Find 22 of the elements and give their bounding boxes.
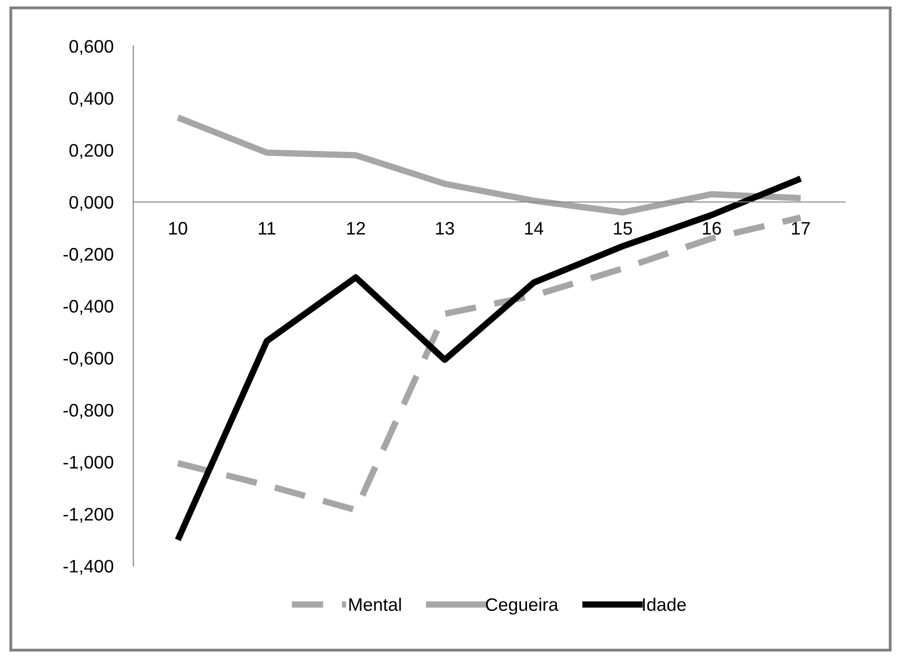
- legend-label: Cegueira: [486, 598, 558, 615]
- x-tick-label: 12: [347, 222, 365, 235]
- x-tick-label: 13: [436, 222, 454, 235]
- y-tick-label: -0,200: [64, 248, 114, 263]
- y-tick-label: 0,000: [69, 196, 114, 211]
- y-tick-label: 0,600: [69, 40, 114, 55]
- x-tick-label: 15: [614, 222, 632, 235]
- x-tick-label: 10: [169, 222, 188, 235]
- x-tick-label: 11: [258, 222, 276, 235]
- legend-label: Mental: [349, 598, 401, 611]
- y-tick-label: -1,200: [64, 508, 114, 523]
- legend-label: Idade: [643, 598, 686, 611]
- x-tick-label: 17: [792, 222, 810, 235]
- y-tick-label: -0,400: [64, 300, 114, 315]
- y-tick-label: -1,000: [64, 456, 114, 471]
- y-tick-label: -0,600: [64, 352, 114, 367]
- x-tick-label: 14: [525, 222, 544, 235]
- y-tick-label: -0,800: [64, 404, 114, 419]
- x-tick-label: 16: [703, 222, 721, 235]
- y-tick-label: 0,400: [69, 92, 114, 107]
- y-tick-label: -1,400: [64, 560, 114, 575]
- y-tick-label: 0,200: [69, 144, 114, 159]
